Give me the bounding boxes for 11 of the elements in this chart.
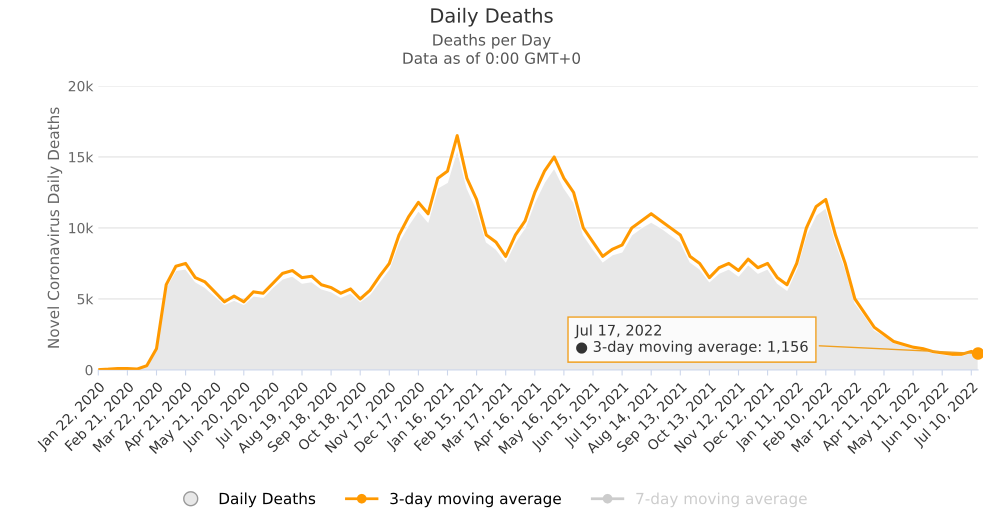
legend-label: 3-day moving average: [390, 492, 561, 508]
y-axis-title: Novel Coronavirus Daily Deaths: [47, 107, 62, 348]
annotation: Jul 17, 2022 ● 3-day moving average: 1,156: [574, 324, 808, 355]
chart-title: Daily Deaths: [431, 8, 553, 27]
y-tick-label: 0: [86, 364, 93, 376]
y-tick-label: 10k: [69, 222, 94, 234]
y-tick-label: 5k: [78, 294, 94, 304]
legend-label: Daily Deaths: [220, 492, 316, 508]
y-tick-label: 20k: [68, 80, 94, 92]
y-tick-label: 15k: [69, 152, 94, 162]
chart-subtitle: Deaths per Day Data as of 0:00 GMT+0: [403, 34, 580, 64]
